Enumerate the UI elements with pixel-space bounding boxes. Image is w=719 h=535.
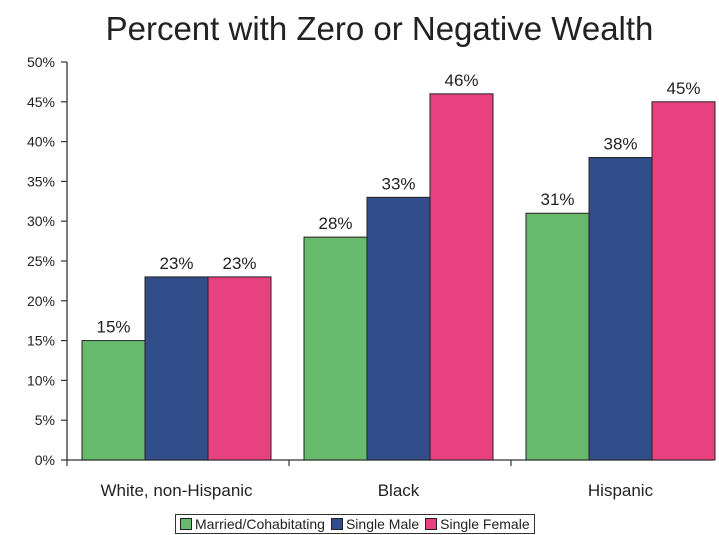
- data-label: 28%: [318, 214, 352, 233]
- data-label: 33%: [381, 174, 415, 193]
- data-label: 23%: [159, 254, 193, 273]
- data-label: 23%: [222, 254, 256, 273]
- bar: [429, 93, 494, 461]
- labels: 0% 5% 10% 15% 20% 25% 30% 35% 40% 45% 50% 15% 23% 23%…: [27, 54, 701, 500]
- x-category-label: Hispanic: [588, 481, 654, 500]
- bar: [81, 340, 146, 461]
- legend-label: Married/Cohabitating: [195, 516, 325, 532]
- bar: [144, 276, 209, 461]
- bar: [651, 101, 716, 461]
- y-tick-label: 40%: [27, 134, 55, 150]
- data-label: 15%: [96, 318, 130, 337]
- y-tick-label: 0%: [35, 452, 55, 468]
- data-label: 45%: [666, 79, 700, 98]
- legend-label: Single Female: [440, 516, 530, 532]
- x-category-label: Black: [378, 481, 420, 500]
- y-tick-label: 35%: [27, 173, 55, 189]
- y-tick-label: 50%: [27, 54, 55, 70]
- legend-swatch: [180, 518, 192, 530]
- y-tick-label: 45%: [27, 94, 55, 110]
- y-tick-label: 30%: [27, 213, 55, 229]
- legend-swatch: [330, 518, 343, 530]
- bars: [81, 93, 716, 461]
- y-tick-label: 25%: [27, 253, 55, 269]
- y-tick-label: 10%: [27, 372, 55, 388]
- bar: [525, 212, 590, 461]
- bar: [588, 157, 653, 461]
- bar: [366, 196, 431, 461]
- data-label: 31%: [540, 190, 574, 209]
- x-category-label: White, non-Hispanic: [100, 481, 253, 500]
- legend-label: Single Male: [345, 516, 420, 532]
- data-label: 46%: [444, 71, 478, 90]
- legend-swatch: [425, 518, 438, 530]
- y-tick-label: 5%: [35, 412, 55, 428]
- legend-item: Single Male: [330, 516, 420, 532]
- data-label: 38%: [603, 135, 637, 154]
- bar: [207, 276, 272, 461]
- legend-item: Married/Cohabitating: [180, 516, 325, 532]
- legend: Married/Cohabitating Single Male Single Fe…: [175, 514, 535, 534]
- y-tick-label: 20%: [27, 293, 55, 309]
- chart-title: Percent with Zero or Negative Wealth: [105, 10, 654, 47]
- y-tick-label: 15%: [27, 333, 55, 349]
- legend-item: Single Female: [425, 516, 530, 532]
- bar: [303, 236, 368, 461]
